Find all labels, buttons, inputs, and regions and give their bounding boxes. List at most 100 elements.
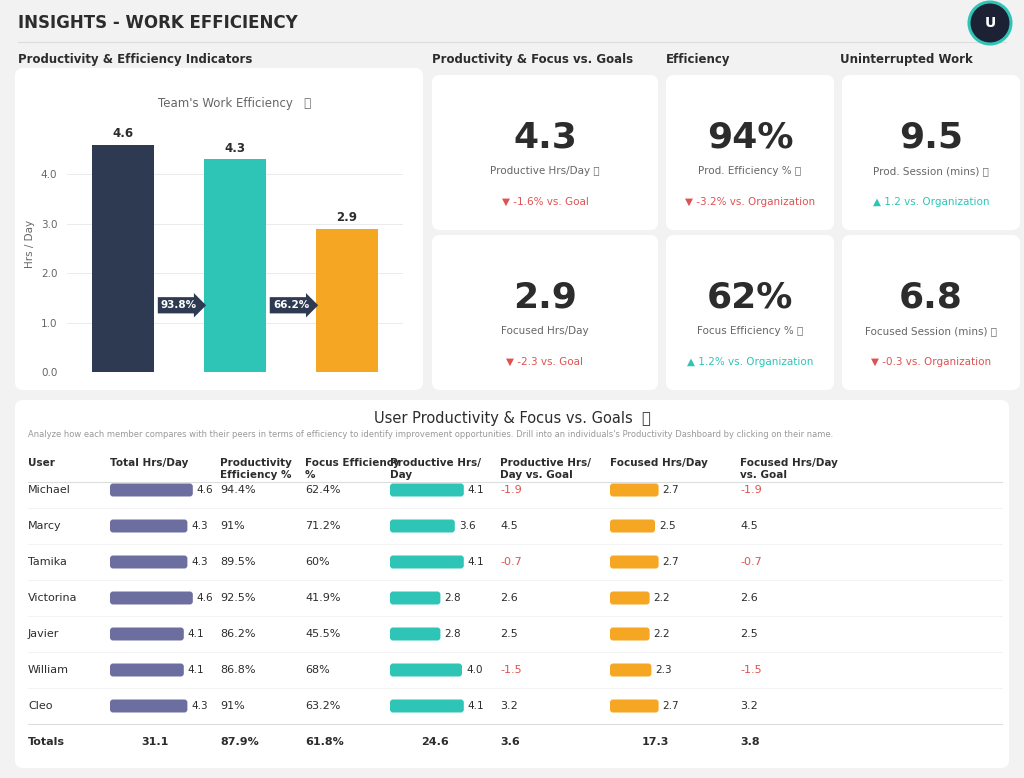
Text: Prod. Efficiency % ⓘ: Prod. Efficiency % ⓘ — [698, 166, 802, 176]
FancyBboxPatch shape — [610, 520, 655, 532]
Text: 4.6: 4.6 — [113, 128, 133, 140]
Text: U: U — [984, 16, 995, 30]
Text: 63.2%: 63.2% — [305, 701, 340, 711]
Text: Tamika: Tamika — [28, 557, 67, 567]
Text: -1.9: -1.9 — [740, 485, 762, 495]
Text: 3.6: 3.6 — [459, 521, 475, 531]
Bar — [92, 145, 154, 372]
Text: 45.5%: 45.5% — [305, 629, 340, 639]
Text: 17.3: 17.3 — [641, 737, 669, 747]
Text: 2.6: 2.6 — [500, 593, 518, 603]
Text: Focused Session (mins) ⓘ: Focused Session (mins) ⓘ — [865, 326, 997, 336]
Text: ▼ -0.3 vs. Organization: ▼ -0.3 vs. Organization — [871, 357, 991, 367]
FancyBboxPatch shape — [610, 483, 658, 496]
FancyBboxPatch shape — [390, 483, 464, 496]
Text: 87.9%: 87.9% — [220, 737, 259, 747]
FancyBboxPatch shape — [842, 75, 1020, 230]
Text: 4.1: 4.1 — [468, 701, 484, 711]
Text: 2.7: 2.7 — [663, 701, 679, 711]
Text: 3.2: 3.2 — [500, 701, 518, 711]
FancyBboxPatch shape — [390, 591, 440, 605]
Text: 71.2%: 71.2% — [305, 521, 341, 531]
FancyBboxPatch shape — [110, 555, 187, 569]
Text: Cleo: Cleo — [28, 701, 52, 711]
Text: Victorina: Victorina — [28, 593, 78, 603]
FancyBboxPatch shape — [110, 699, 187, 713]
FancyBboxPatch shape — [390, 664, 462, 677]
Text: Michael: Michael — [28, 485, 71, 495]
Text: 31.1: 31.1 — [141, 737, 169, 747]
Text: ▲ 1.2 vs. Organization: ▲ 1.2 vs. Organization — [872, 197, 989, 207]
Text: -0.7: -0.7 — [740, 557, 762, 567]
Text: Analyze how each member compares with their peers in terms of efficiency to iden: Analyze how each member compares with th… — [28, 430, 834, 439]
Text: 89.5%: 89.5% — [220, 557, 256, 567]
Text: Totals: Totals — [28, 737, 65, 747]
Text: 94%: 94% — [707, 120, 794, 154]
FancyBboxPatch shape — [432, 235, 658, 390]
Title: Team's Work Efficiency   ⓘ: Team's Work Efficiency ⓘ — [159, 96, 311, 110]
Text: 41.9%: 41.9% — [305, 593, 341, 603]
Y-axis label: Hrs / Day: Hrs / Day — [26, 219, 35, 268]
Text: ▲ 1.2% vs. Organization: ▲ 1.2% vs. Organization — [687, 357, 813, 367]
Text: 2.8: 2.8 — [444, 629, 461, 639]
Text: Focus Efficiency % ⓘ: Focus Efficiency % ⓘ — [697, 326, 803, 336]
Text: 2.9: 2.9 — [337, 211, 357, 224]
FancyBboxPatch shape — [666, 235, 834, 390]
Text: 2.5: 2.5 — [500, 629, 518, 639]
Text: 4.3: 4.3 — [513, 120, 577, 154]
FancyBboxPatch shape — [110, 628, 183, 640]
Bar — [204, 159, 266, 372]
Text: 4.3: 4.3 — [191, 521, 208, 531]
Text: Focus Efficiency
%: Focus Efficiency % — [305, 458, 399, 480]
Text: 68%: 68% — [305, 665, 330, 675]
Text: 2.7: 2.7 — [663, 557, 679, 567]
Text: 62.4%: 62.4% — [305, 485, 341, 495]
Text: Uninterrupted Work: Uninterrupted Work — [840, 53, 973, 66]
Text: Productivity & Focus vs. Goals: Productivity & Focus vs. Goals — [432, 53, 633, 66]
Text: 4.3: 4.3 — [191, 557, 208, 567]
Text: User Productivity & Focus vs. Goals  ⓘ: User Productivity & Focus vs. Goals ⓘ — [374, 411, 650, 426]
Text: 92.5%: 92.5% — [220, 593, 256, 603]
FancyBboxPatch shape — [110, 664, 183, 677]
FancyBboxPatch shape — [610, 699, 658, 713]
Text: 66.2%: 66.2% — [272, 300, 309, 310]
Text: ▼ -1.6% vs. Goal: ▼ -1.6% vs. Goal — [502, 197, 589, 207]
Text: 2.9: 2.9 — [513, 280, 577, 314]
Text: 24.6: 24.6 — [421, 737, 449, 747]
Text: 86.8%: 86.8% — [220, 665, 256, 675]
Text: 4.3: 4.3 — [191, 701, 208, 711]
FancyBboxPatch shape — [110, 520, 187, 532]
Text: 2.2: 2.2 — [653, 593, 671, 603]
Text: 4.5: 4.5 — [740, 521, 758, 531]
FancyBboxPatch shape — [390, 520, 455, 532]
Text: 2.5: 2.5 — [740, 629, 758, 639]
FancyBboxPatch shape — [15, 68, 423, 390]
FancyBboxPatch shape — [110, 591, 193, 605]
Text: 2.8: 2.8 — [444, 593, 461, 603]
FancyBboxPatch shape — [610, 591, 649, 605]
Text: 2.7: 2.7 — [663, 485, 679, 495]
Text: 2.6: 2.6 — [740, 593, 758, 603]
Text: Productive Hrs/Day ⓘ: Productive Hrs/Day ⓘ — [490, 166, 600, 176]
FancyBboxPatch shape — [390, 555, 464, 569]
Text: 4.3: 4.3 — [224, 142, 246, 155]
Text: Productive Hrs/
Day vs. Goal: Productive Hrs/ Day vs. Goal — [500, 458, 591, 480]
Text: Efficiency: Efficiency — [666, 53, 730, 66]
Text: Productivity & Efficiency Indicators: Productivity & Efficiency Indicators — [18, 53, 252, 66]
Circle shape — [970, 3, 1010, 43]
Text: 4.1: 4.1 — [468, 485, 484, 495]
Text: Marcy: Marcy — [28, 521, 61, 531]
Text: 4.1: 4.1 — [187, 629, 205, 639]
Text: 9.5: 9.5 — [899, 120, 963, 154]
FancyBboxPatch shape — [110, 483, 193, 496]
FancyBboxPatch shape — [610, 628, 649, 640]
Text: 4.6: 4.6 — [197, 485, 213, 495]
FancyBboxPatch shape — [390, 699, 464, 713]
FancyBboxPatch shape — [610, 664, 651, 677]
Text: -1.5: -1.5 — [740, 665, 762, 675]
Text: 4.0: 4.0 — [466, 665, 482, 675]
Text: 4.5: 4.5 — [500, 521, 518, 531]
Text: 4.1: 4.1 — [468, 557, 484, 567]
Text: 3.6: 3.6 — [500, 737, 520, 747]
Text: -1.9: -1.9 — [500, 485, 522, 495]
